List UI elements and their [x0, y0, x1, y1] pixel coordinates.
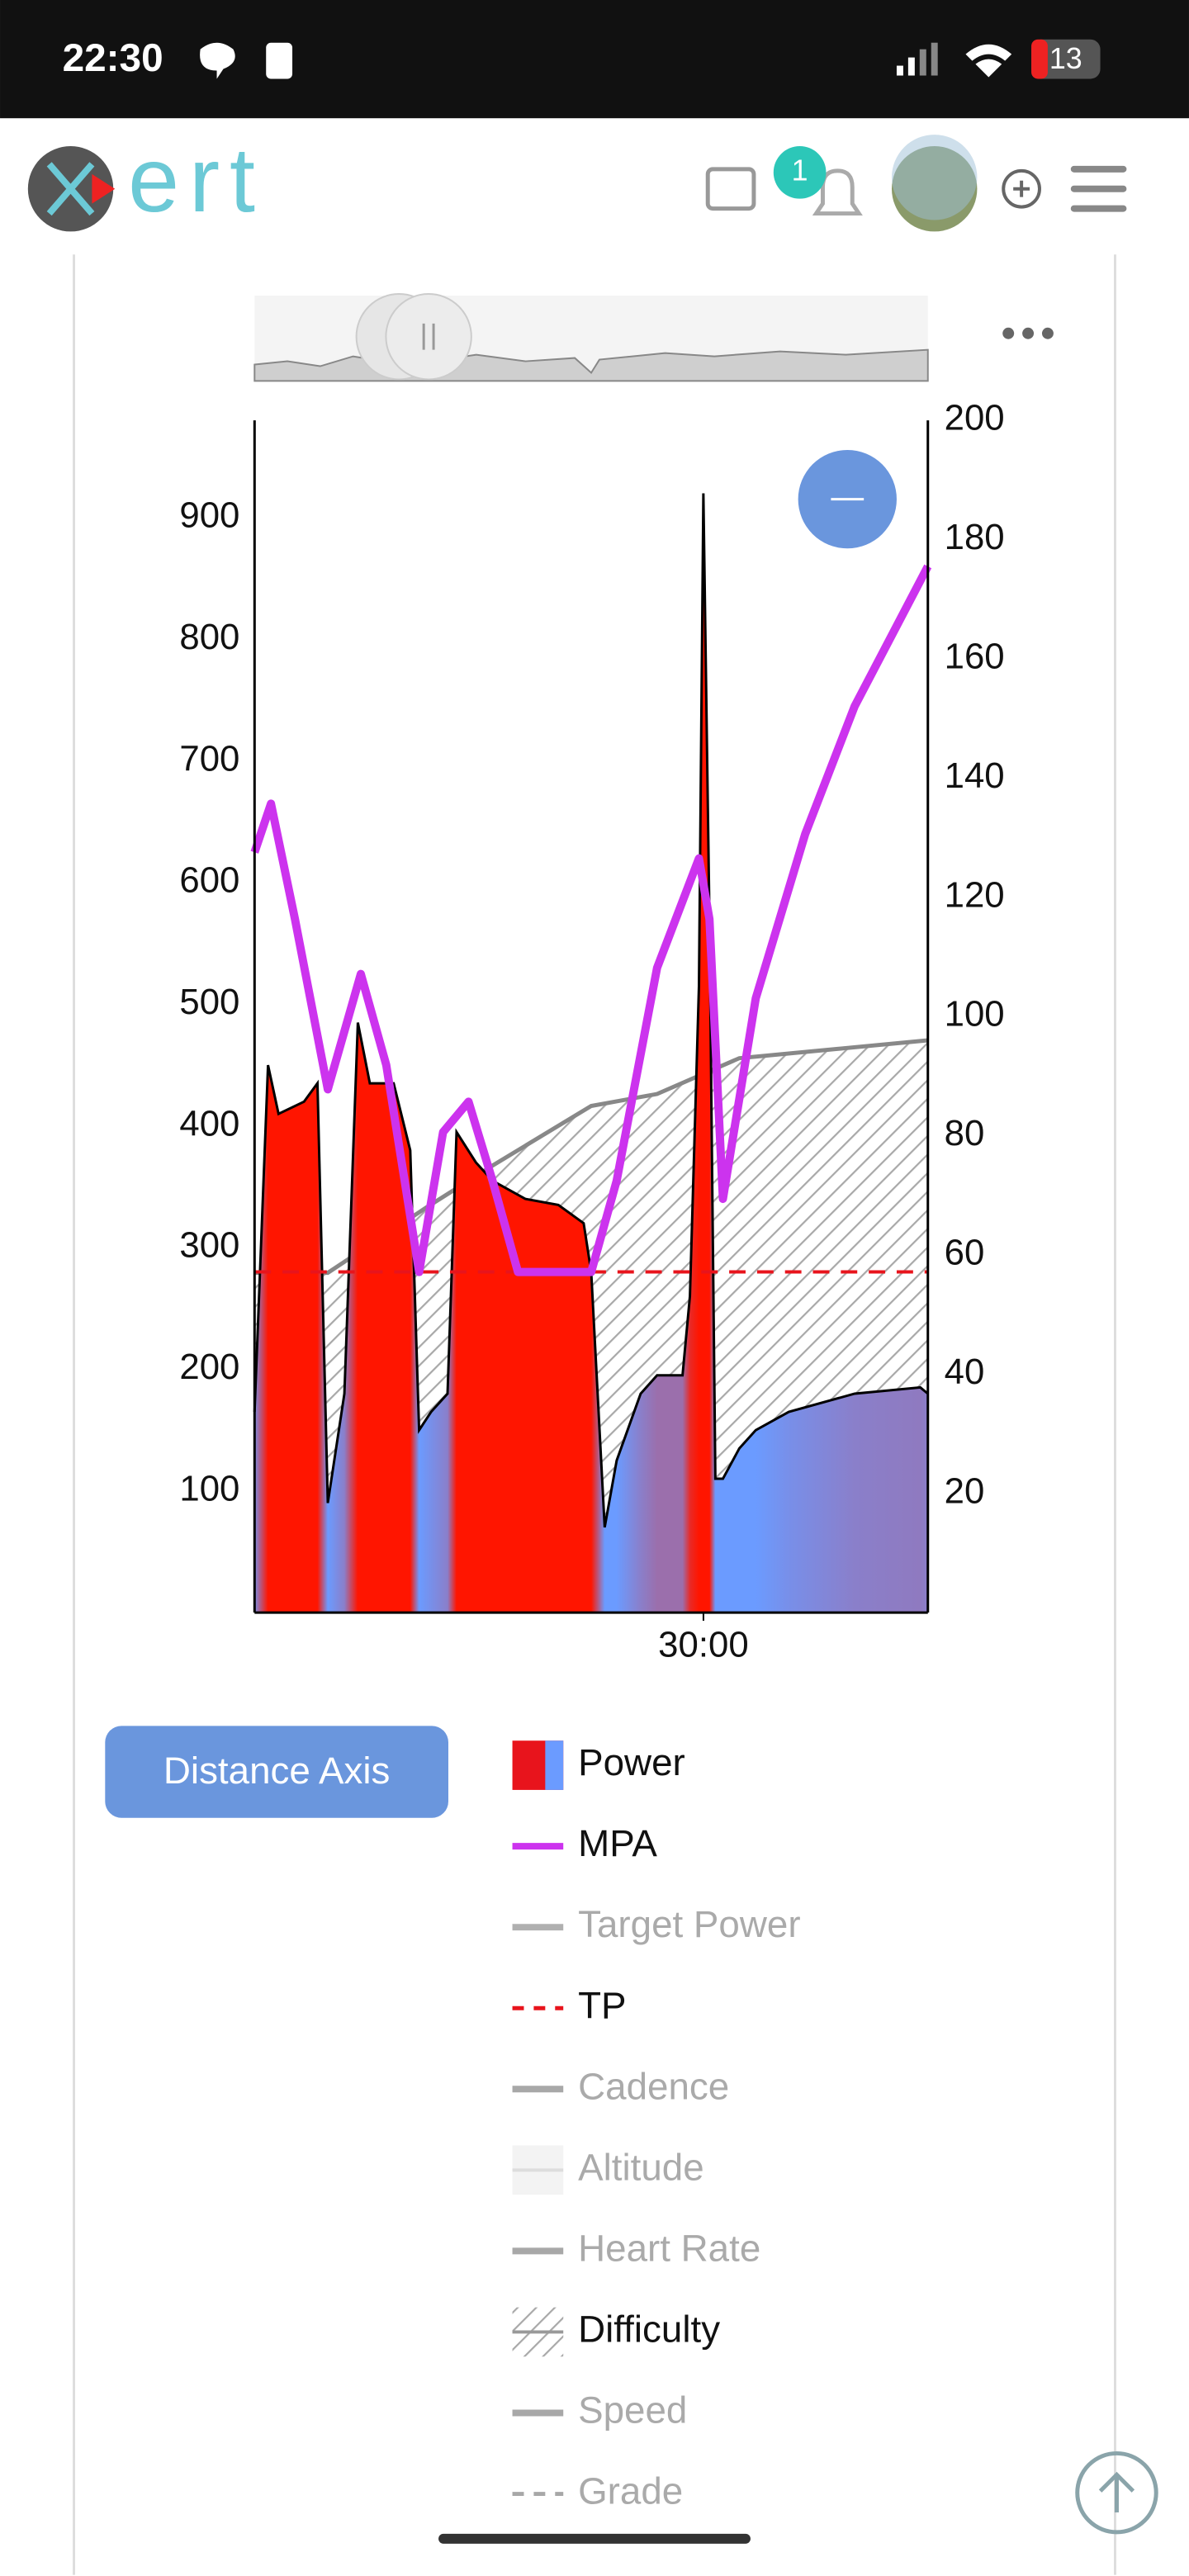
legend-label[interactable]: Cadence: [578, 2065, 729, 2107]
distance-axis-button[interactable]: [105, 1726, 448, 1818]
legend-label[interactable]: TP: [578, 1984, 626, 2026]
mpa-line: [250, 564, 932, 1276]
scroll-top-arrow: [1098, 2471, 1135, 2513]
badge: [773, 146, 827, 199]
menu-icon[interactable]: [1070, 165, 1127, 212]
y2-tick-label: 200: [945, 398, 1005, 438]
avatar-sky: [891, 135, 978, 220]
more-icon[interactable]: [1002, 327, 1054, 339]
signal: [896, 42, 938, 76]
y-tick-label: 400: [179, 1103, 239, 1144]
scroll-top[interactable]: [1075, 2451, 1158, 2535]
power-area: [254, 493, 928, 1613]
add-plus: [1013, 180, 1030, 197]
y2-tick-label: 80: [945, 1113, 985, 1153]
legend-label[interactable]: Target Power: [578, 1903, 800, 1945]
legend-swatch-part: [545, 1740, 564, 1790]
battery-level: [1031, 39, 1048, 79]
add-icon[interactable]: [1002, 168, 1041, 209]
clock: 22:30: [63, 36, 163, 80]
home-indicator: [438, 2533, 751, 2544]
plot: 100 200 300 400 500 600 700 800 900 20 40 60 80 100 12…: [179, 398, 1004, 1665]
legend-label[interactable]: Heart Rate: [578, 2227, 760, 2269]
handle-grip: [422, 323, 435, 350]
button-label: Distance Axis: [163, 1750, 391, 1792]
status-bar: [0, 0, 1189, 119]
y2-tick-label: 160: [945, 637, 1005, 677]
y-tick-label: 300: [179, 1225, 239, 1266]
legend-label[interactable]: Power: [578, 1741, 685, 1783]
battery: [1031, 39, 1101, 79]
battery-small: [266, 42, 293, 79]
y2-tick-label: 40: [945, 1352, 985, 1392]
difficulty-line: [254, 1038, 928, 1276]
y-tick-label: 800: [179, 617, 239, 657]
legend-label[interactable]: MPA: [578, 1822, 657, 1864]
y2-tick-label: 100: [945, 994, 1005, 1035]
navigator-handle[interactable]: [385, 293, 472, 381]
legend-label[interactable]: Altitude: [578, 2146, 704, 2188]
wifi: [965, 44, 1012, 78]
y2-tick-label: 20: [945, 1470, 985, 1511]
logo-accent: [92, 173, 116, 204]
news-icon[interactable]: [705, 167, 756, 211]
logo-text[interactable]: ert: [128, 128, 265, 231]
y-tick-label: 900: [179, 495, 239, 536]
legend-label[interactable]: Difficulty: [578, 2308, 720, 2351]
legend-label[interactable]: Grade: [578, 2470, 683, 2512]
y-tick-label: 700: [179, 738, 239, 779]
y-tick-label: 600: [179, 860, 239, 901]
power-line: [253, 493, 929, 1528]
logo-x: [46, 162, 95, 216]
y-tick-label: 500: [179, 982, 239, 1022]
y2-tick-label: 180: [945, 517, 1005, 557]
y-tick-label: 200: [179, 1347, 239, 1387]
badge-count: 1: [792, 154, 808, 187]
legend-label[interactable]: Speed: [578, 2389, 687, 2432]
y2-tick-label: 120: [945, 874, 1005, 915]
y2-tick-label: 60: [945, 1232, 985, 1272]
legend: Power MPA Target Power TP Cadence Altitude Hea…: [512, 1740, 801, 2512]
chat-icon: [200, 42, 235, 79]
y2-tick-label: 140: [945, 755, 1005, 796]
y-tick-label: 100: [179, 1468, 239, 1508]
x-tick-label: 30:00: [658, 1624, 748, 1664]
battery-text: 13: [1049, 42, 1082, 75]
